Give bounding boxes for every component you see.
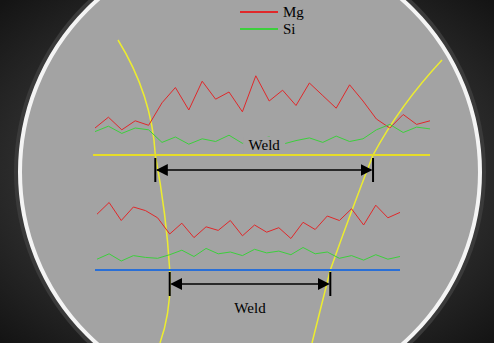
- svg-text:Weld: Weld: [249, 137, 281, 153]
- svg-text:Mg: Mg: [283, 4, 304, 20]
- svg-text:Weld: Weld: [234, 300, 266, 316]
- svg-text:Si: Si: [283, 21, 296, 37]
